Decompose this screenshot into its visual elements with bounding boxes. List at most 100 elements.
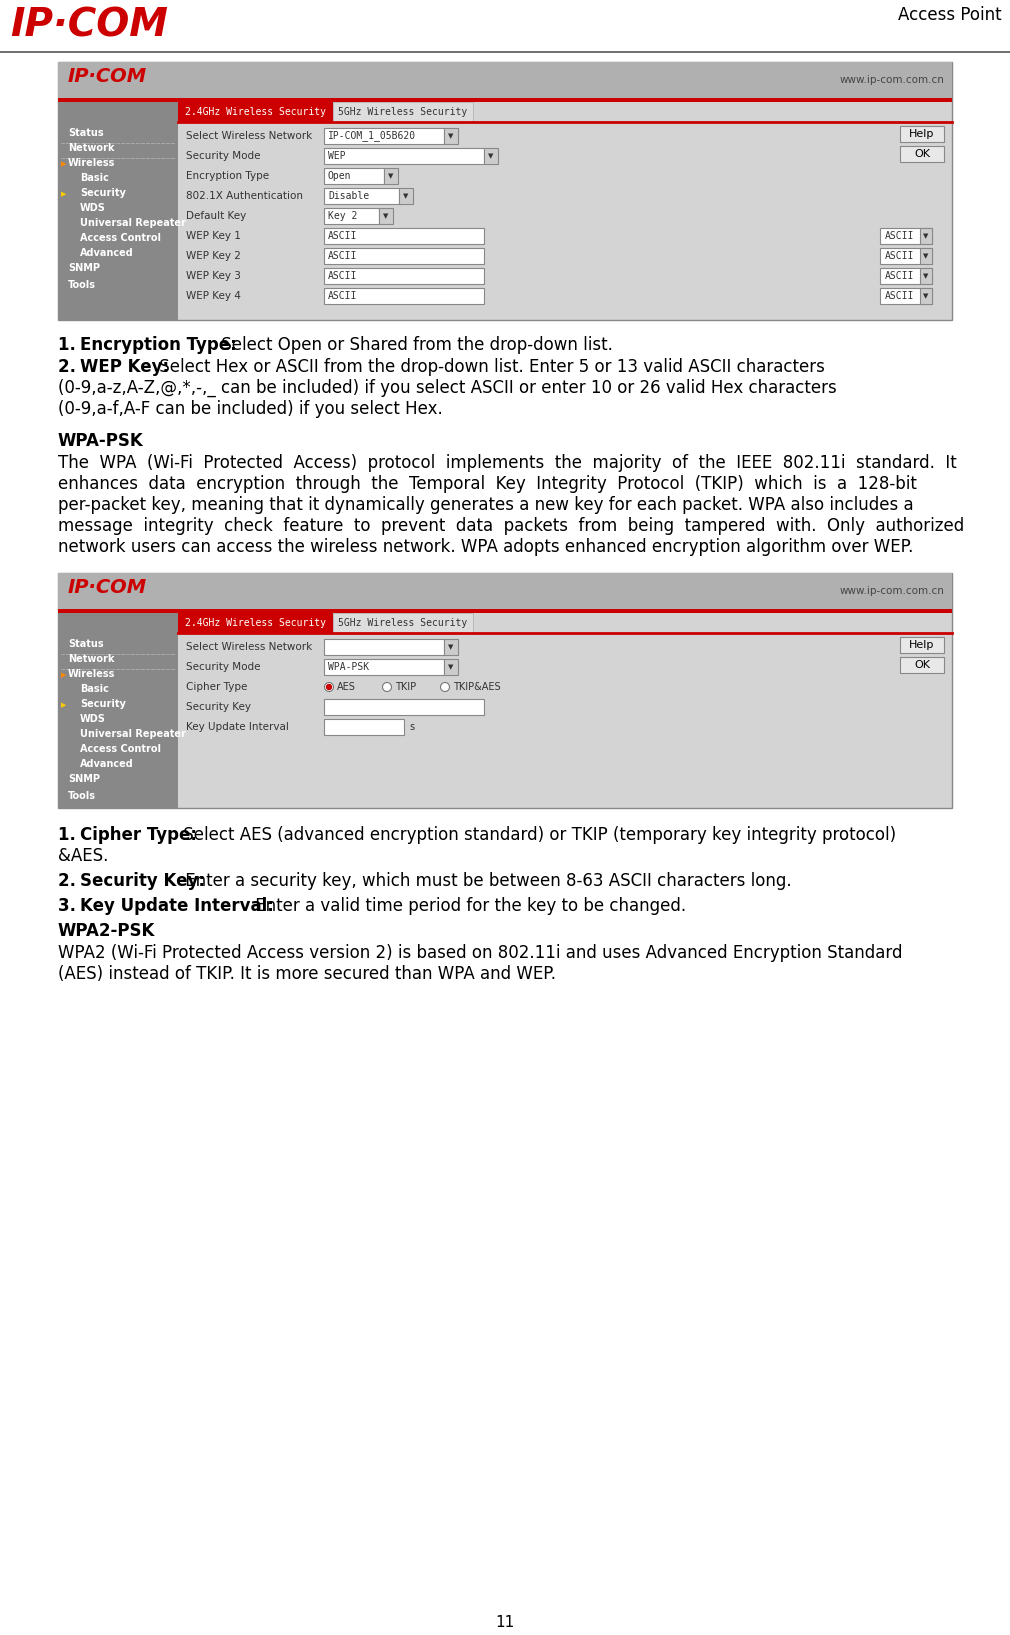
Bar xyxy=(58,62,952,98)
Text: 2.4GHz Wireless Security: 2.4GHz Wireless Security xyxy=(185,618,326,628)
Text: AES: AES xyxy=(337,682,356,692)
Text: IP·COM: IP·COM xyxy=(68,67,147,87)
Bar xyxy=(920,249,932,263)
Text: Status: Status xyxy=(68,128,104,137)
Circle shape xyxy=(326,685,331,690)
Text: Network: Network xyxy=(68,142,114,154)
Text: Help: Help xyxy=(909,129,934,139)
Bar xyxy=(178,101,333,123)
Text: Access Point: Access Point xyxy=(898,7,1002,25)
Text: Key Update Interval:: Key Update Interval: xyxy=(80,898,274,916)
Text: www.ip-com.com.cn: www.ip-com.com.cn xyxy=(839,585,944,597)
Text: Security Mode: Security Mode xyxy=(186,150,261,160)
Bar xyxy=(379,208,393,224)
Bar xyxy=(880,249,932,263)
Text: Access Control: Access Control xyxy=(80,744,161,754)
Text: 1.: 1. xyxy=(58,826,82,844)
Text: ▼: ▼ xyxy=(403,193,409,199)
Text: Wireless: Wireless xyxy=(68,159,115,168)
Text: WEP: WEP xyxy=(328,150,345,160)
Text: (0-9,a-f,A-F can be included) if you select Hex.: (0-9,a-f,A-F can be included) if you sel… xyxy=(58,401,442,419)
Text: OK: OK xyxy=(914,149,930,159)
Text: WDS: WDS xyxy=(80,714,106,724)
Text: message  integrity  check  feature  to  prevent  data  packets  from  being  tam: message integrity check feature to preve… xyxy=(58,517,965,535)
Text: Select Wireless Network: Select Wireless Network xyxy=(186,131,312,141)
Text: ▶: ▶ xyxy=(61,191,67,196)
Bar xyxy=(58,608,952,613)
Text: IP·COM: IP·COM xyxy=(68,579,147,597)
Text: IP·COM: IP·COM xyxy=(10,7,168,44)
Text: Enter a security key, which must be between 8-63 ASCII characters long.: Enter a security key, which must be betw… xyxy=(180,871,792,889)
Bar xyxy=(58,572,952,808)
Text: WEP Key 3: WEP Key 3 xyxy=(186,271,240,281)
Text: The  WPA  (Wi-Fi  Protected  Access)  protocol  implements  the  majority  of  t: The WPA (Wi-Fi Protected Access) protoco… xyxy=(58,455,956,473)
Bar xyxy=(58,572,952,608)
Text: WPA-PSK: WPA-PSK xyxy=(58,432,143,450)
Text: Encryption Type:: Encryption Type: xyxy=(80,337,236,355)
Text: ▼: ▼ xyxy=(923,253,928,258)
Text: ASCII: ASCII xyxy=(885,291,914,301)
Bar xyxy=(384,168,398,185)
Text: TKIP&AES: TKIP&AES xyxy=(453,682,501,692)
Bar xyxy=(324,288,484,304)
Text: Help: Help xyxy=(909,639,934,651)
Text: ▼: ▼ xyxy=(448,664,453,670)
Text: Security: Security xyxy=(80,188,126,198)
Text: 5GHz Wireless Security: 5GHz Wireless Security xyxy=(338,618,468,628)
Text: Access Control: Access Control xyxy=(80,234,161,244)
Text: Security Mode: Security Mode xyxy=(186,662,261,672)
Text: ASCII: ASCII xyxy=(885,271,914,281)
Bar xyxy=(324,128,444,144)
Text: Enter a valid time period for the key to be changed.: Enter a valid time period for the key to… xyxy=(250,898,686,916)
Text: WEP Key 4: WEP Key 4 xyxy=(186,291,240,301)
Bar xyxy=(324,639,444,656)
Bar xyxy=(920,227,932,244)
Bar xyxy=(324,700,484,714)
Text: (AES) instead of TKIP. It is more secured than WPA and WEP.: (AES) instead of TKIP. It is more secure… xyxy=(58,965,556,983)
Bar xyxy=(484,149,498,164)
Circle shape xyxy=(324,682,333,692)
Bar xyxy=(900,126,944,142)
Text: Basic: Basic xyxy=(80,173,109,183)
Text: Security: Security xyxy=(80,700,126,710)
Bar xyxy=(920,288,932,304)
Text: Universal Repeater: Universal Repeater xyxy=(80,729,186,739)
Text: Key Update Interval: Key Update Interval xyxy=(186,723,289,732)
Bar xyxy=(444,639,458,656)
Text: ▼: ▼ xyxy=(388,173,394,178)
Text: Basic: Basic xyxy=(80,683,109,693)
Text: Open: Open xyxy=(328,172,351,181)
Bar xyxy=(324,659,444,675)
Bar xyxy=(444,659,458,675)
Text: WPA2-PSK: WPA2-PSK xyxy=(58,922,156,940)
Text: ▼: ▼ xyxy=(448,644,453,651)
Text: Status: Status xyxy=(68,639,104,649)
Text: Select AES (advanced encryption standard) or TKIP (temporary key integrity proto: Select AES (advanced encryption standard… xyxy=(178,826,896,844)
Text: ▼: ▼ xyxy=(488,154,494,159)
Text: Select Hex or ASCII from the drop-down list. Enter 5 or 13 valid ASCII character: Select Hex or ASCII from the drop-down l… xyxy=(154,358,825,376)
Text: SNMP: SNMP xyxy=(68,263,100,273)
Bar xyxy=(58,98,952,101)
Text: Security Key: Security Key xyxy=(186,701,251,711)
Text: Advanced: Advanced xyxy=(80,249,133,258)
Text: 11: 11 xyxy=(495,1615,515,1630)
Text: ASCII: ASCII xyxy=(328,271,358,281)
Text: 3.: 3. xyxy=(58,898,82,916)
Text: 2.: 2. xyxy=(58,871,82,889)
Text: ASCII: ASCII xyxy=(885,252,914,262)
Bar xyxy=(880,288,932,304)
Text: Network: Network xyxy=(68,654,114,664)
Text: Encryption Type: Encryption Type xyxy=(186,172,269,181)
Text: Key 2: Key 2 xyxy=(328,211,358,221)
Bar xyxy=(324,249,484,263)
Bar xyxy=(178,613,333,633)
Text: TKIP: TKIP xyxy=(395,682,416,692)
Text: Cipher Type: Cipher Type xyxy=(186,682,247,692)
Text: WPA2 (Wi-Fi Protected Access version 2) is based on 802.11i and uses Advanced En: WPA2 (Wi-Fi Protected Access version 2) … xyxy=(58,943,903,961)
Text: Select Open or Shared from the drop-down list.: Select Open or Shared from the drop-down… xyxy=(216,337,613,355)
Bar xyxy=(324,227,484,244)
Bar xyxy=(58,101,178,320)
Text: Select Wireless Network: Select Wireless Network xyxy=(186,643,312,652)
Text: ▶: ▶ xyxy=(61,701,67,708)
Text: Security Key:: Security Key: xyxy=(80,871,205,889)
